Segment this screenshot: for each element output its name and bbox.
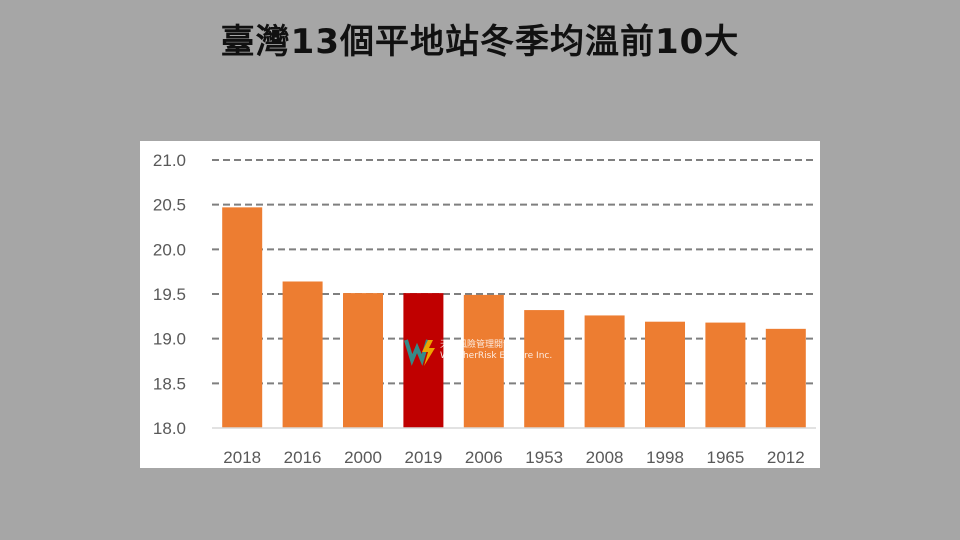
y-tick-label: 20.0	[153, 240, 186, 259]
bar-2008	[584, 315, 625, 428]
bar-1998	[645, 321, 685, 428]
bar-2006	[463, 294, 504, 428]
x-tick-label: 2012	[767, 448, 805, 467]
bar-2018	[222, 207, 263, 428]
y-tick-label: 21.0	[153, 151, 186, 170]
x-tick-label: 2006	[465, 448, 503, 467]
y-tick-label: 18.0	[153, 419, 186, 438]
chart-title: 臺灣13個平地站冬季均溫前10大	[220, 22, 740, 62]
bar-2019	[403, 293, 444, 428]
chart-panel: 18.0 18.5 19.0 19.5 20.0 20.5 21.0 2018 2016 2000…	[140, 141, 820, 468]
y-tick-label: 19.0	[153, 330, 186, 349]
x-tick-label: 2016	[284, 448, 322, 467]
y-tick-label: 18.5	[153, 374, 186, 393]
x-tick-label: 2000	[344, 448, 382, 467]
bar-2012	[765, 328, 806, 428]
bar-chart: 18.0 18.5 19.0 19.5 20.0 20.5 21.0 2018 2016 2000…	[153, 151, 816, 467]
bar-2016	[282, 281, 323, 428]
x-tick-label: 1998	[646, 448, 684, 467]
x-tick-label: 2018	[223, 448, 261, 467]
x-tick-label: 2008	[586, 448, 624, 467]
bar-1965	[705, 322, 746, 428]
y-tick-label: 19.5	[153, 285, 186, 304]
bar-1953	[524, 310, 565, 428]
x-tick-label: 1965	[706, 448, 744, 467]
y-tick-label: 20.5	[153, 196, 186, 215]
bar-2000	[343, 293, 383, 428]
x-tick-label: 1953	[525, 448, 563, 467]
x-tick-label: 2019	[404, 448, 442, 467]
